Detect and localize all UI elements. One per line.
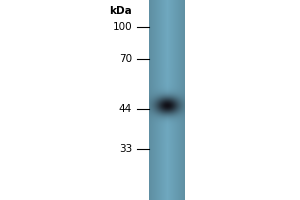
Text: 33: 33: [119, 144, 132, 154]
Text: 44: 44: [119, 104, 132, 114]
Text: 100: 100: [112, 22, 132, 32]
Text: 70: 70: [119, 54, 132, 64]
Text: kDa: kDa: [109, 6, 132, 16]
